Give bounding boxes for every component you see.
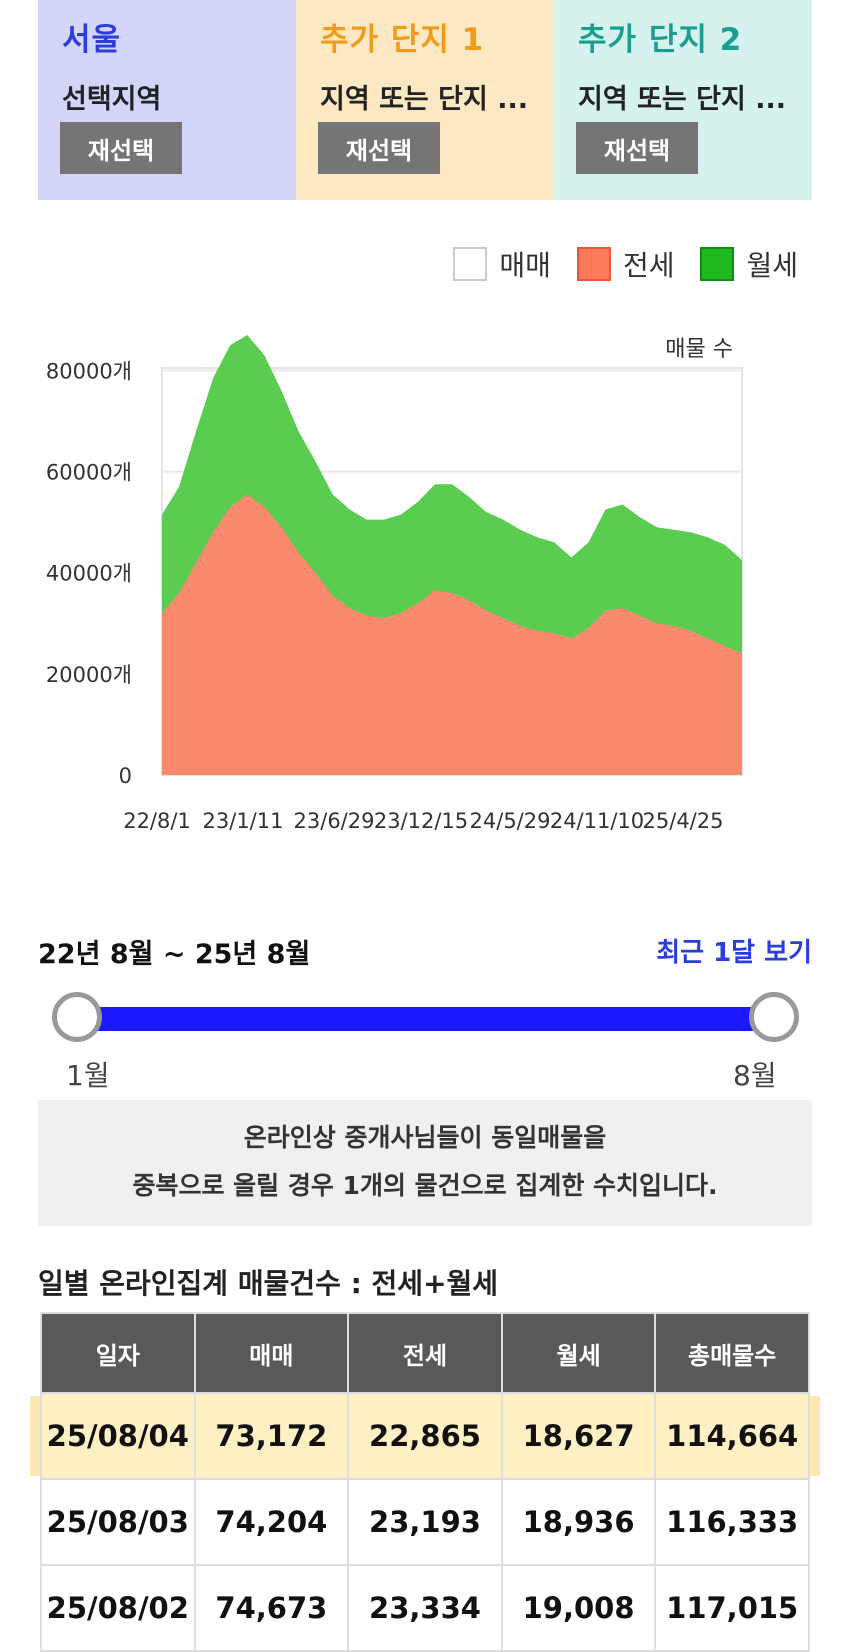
cell-jeonse: 23,334: [347, 1564, 503, 1652]
cell-total: 117,015: [654, 1564, 810, 1652]
legend-item-jeonse[interactable]: 전세: [576, 244, 675, 284]
legend-swatch: [700, 247, 735, 281]
region-subtitle: 선택지역: [62, 84, 162, 115]
cell-total: 114,664: [654, 1392, 810, 1480]
notice-line: 온라인상 중개사님들이 동일매물을: [243, 1123, 607, 1152]
cell-date: 25/08/02: [40, 1564, 196, 1652]
slider-min-label: 1월: [66, 1059, 110, 1092]
table-row[interactable]: 25/08/02 74,673 23,334 19,008 117,015: [40, 1564, 810, 1652]
column-header: 매매: [193, 1312, 350, 1394]
reselect-button[interactable]: 재선택: [318, 122, 440, 174]
cell-sale: 74,673: [193, 1564, 350, 1652]
cell-sale: 73,172: [193, 1392, 350, 1480]
x-tick-label: 23/12/15: [374, 809, 468, 833]
legend-swatch: [453, 247, 488, 281]
listing-count-chart: 0 20000개 40000개 60000개 80000개 매물 수 22/8/1 23/1/…: [46, 335, 743, 833]
legend-swatch: [576, 247, 611, 281]
table-row[interactable]: 25/08/03 74,204 23,193 18,936 116,333: [40, 1478, 810, 1566]
region-name: 서울: [62, 22, 122, 58]
range-slider-end-handle[interactable]: [749, 992, 799, 1042]
reselect-button[interactable]: 재선택: [576, 122, 698, 174]
slider-max-label: 8월: [733, 1059, 777, 1092]
cell-wolse: 19,008: [500, 1564, 657, 1652]
column-header: 월세: [500, 1312, 657, 1394]
cell-jeonse: 23,193: [347, 1478, 503, 1566]
y-tick-label: 80000개: [46, 359, 132, 383]
legend-label: 매매: [499, 249, 551, 282]
x-tick-label: 23/6/29: [294, 809, 375, 833]
x-tick-label: 23/1/11: [203, 809, 284, 833]
table-title: 일별 온라인집계 매물건수 : 전세+월세: [38, 1267, 499, 1300]
region-card-extra-2: 추가 단지 2 지역 또는 단지 ... 재선택: [554, 0, 812, 200]
range-slider-track[interactable]: [80, 1007, 775, 1031]
legend-label: 월세: [746, 249, 798, 282]
y-tick-label: 0: [119, 764, 132, 788]
region-card-seoul: 서울 선택지역 재선택: [38, 0, 296, 200]
region-selector: 서울 선택지역 재선택 추가 단지 1 지역 또는 단지 ... 재선택 추가 …: [38, 0, 812, 200]
legend-item-wolse[interactable]: 월세: [700, 244, 798, 284]
region-card-extra-1: 추가 단지 1 지역 또는 단지 ... 재선택: [296, 0, 554, 200]
y-tick-label: 40000개: [46, 562, 132, 586]
cell-total: 116,333: [654, 1478, 810, 1566]
y-tick-label: 60000개: [46, 461, 132, 485]
region-subtitle: 지역 또는 단지 ...: [320, 84, 529, 115]
legend-label: 전세: [622, 249, 675, 282]
chart-legend: 매매 전세 월세: [427, 244, 798, 284]
x-tick-label: 22/8/1: [123, 809, 191, 833]
legend-item-sale[interactable]: 매매: [453, 244, 551, 284]
region-name: 추가 단지 1: [320, 22, 485, 58]
aggregation-notice: 온라인상 중개사님들이 동일매물을 중복으로 올릴 경우 1개의 물건으로 집계…: [38, 1100, 812, 1226]
x-tick-label: 24/11/10: [550, 809, 644, 833]
column-header: 전세: [347, 1312, 503, 1394]
cell-wolse: 18,936: [500, 1478, 657, 1566]
cell-date: 25/08/04: [40, 1392, 196, 1480]
notice-line: 중복으로 올릴 경우 1개의 물건으로 집계한 수치입니다.: [132, 1171, 718, 1200]
series-area-jeonse: [162, 494, 742, 775]
cell-jeonse: 22,865: [347, 1392, 503, 1480]
x-tick-label: 25/4/25: [643, 809, 724, 833]
range-slider-start-handle[interactable]: [52, 992, 102, 1042]
recent-month-link[interactable]: 최근 1달 보기: [656, 938, 812, 968]
region-subtitle: 지역 또는 단지 ...: [578, 84, 787, 115]
column-header: 일자: [40, 1312, 196, 1394]
cell-wolse: 18,627: [500, 1392, 657, 1480]
cell-date: 25/08/03: [40, 1478, 196, 1566]
y-tick-label: 20000개: [46, 663, 132, 687]
chart-unit-label: 매물 수: [665, 337, 733, 362]
daily-listing-table: 일자 매매 전세 월세 총매물수 25/08/04 73,172 22,865 …: [40, 1312, 810, 1652]
x-tick-label: 24/5/29: [470, 809, 551, 833]
reselect-button[interactable]: 재선택: [60, 122, 182, 174]
table-header-row: 일자 매매 전세 월세 총매물수: [40, 1312, 810, 1394]
period-range: 22년 8월 ~ 25년 8월: [38, 939, 311, 970]
region-name: 추가 단지 2: [578, 22, 743, 58]
column-header: 총매물수: [654, 1312, 810, 1394]
cell-sale: 74,204: [193, 1478, 350, 1566]
table-row[interactable]: 25/08/04 73,172 22,865 18,627 114,664: [40, 1392, 810, 1480]
